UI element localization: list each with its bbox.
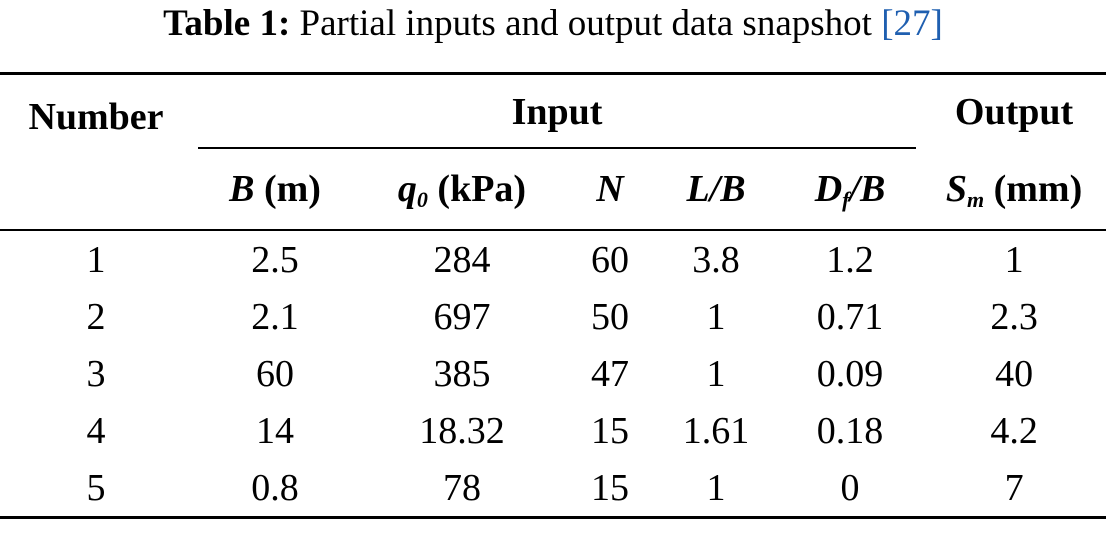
header-number: Number	[0, 72, 192, 231]
cell-sm: 7	[922, 459, 1106, 519]
table-caption: Table 1: Partial inputs and output data …	[0, 0, 1106, 66]
cell-sm: 2.3	[990, 295, 1038, 338]
header-col-q0: q0 (kPa)	[358, 149, 566, 231]
caption-text: Partial inputs and output data snapshot	[299, 3, 872, 44]
header-col-lb: L/B	[654, 149, 778, 231]
cell-q0: 18.32	[419, 409, 505, 452]
cell-dfb: 1.2	[826, 238, 874, 281]
cell-number: 5	[0, 459, 192, 519]
caption-label: Table 1:	[163, 3, 291, 44]
cell-q0: 284	[433, 238, 491, 281]
cell-lb: 1	[706, 352, 726, 395]
cell-b: 14	[256, 409, 294, 452]
cell-dfb: 0.18	[816, 409, 884, 452]
header-col-n: N	[566, 149, 654, 231]
cell-sm: 40	[995, 352, 1034, 395]
citation-link[interactable]: [27]	[881, 3, 943, 44]
cell-dfb: 0.71	[816, 295, 884, 338]
cell-b: 0.8	[192, 459, 358, 519]
cell-number: 2	[86, 295, 106, 338]
cell-lb: 1	[654, 459, 778, 519]
cell-b: 2.1	[251, 295, 299, 338]
header-row-columns: B (m) q0 (kPa) N L/B Df/B Sm (mm)	[0, 149, 1106, 231]
cell-number: 3	[86, 352, 106, 395]
cell-n: 50	[591, 295, 629, 338]
cell-q0: 385	[433, 352, 491, 395]
cell-number: 4	[86, 409, 106, 452]
header-input-group: Input	[192, 72, 923, 150]
cell-b: 60	[256, 352, 294, 395]
table-row: 2 2.1 697 50 1 0.71 2.3	[0, 288, 1106, 345]
header-col-dfb: Df/B	[778, 149, 923, 231]
data-table: Number Input Output B (m) q0 (kPa) N L/B…	[0, 72, 1106, 519]
header-col-b: B (m)	[192, 149, 358, 231]
cell-dfb: 0	[778, 459, 923, 519]
cell-dfb: 0.09	[816, 352, 884, 395]
header-output-group: Output	[922, 72, 1106, 149]
header-row-groups: Number Input Output	[0, 72, 1106, 231]
cell-n: 60	[591, 238, 629, 281]
cell-n: 47	[591, 352, 629, 395]
cell-b: 2.5	[251, 238, 299, 281]
cell-number: 1	[86, 238, 106, 281]
table-row: 1 2.5 284 60 3.8 1.2 1	[0, 230, 1106, 288]
cell-lb: 3.8	[692, 238, 740, 281]
table-row: 3 60 385 47 1 0.09 40	[0, 345, 1106, 402]
cell-sm: 4.2	[990, 409, 1038, 452]
header-col-sm: Sm (mm)	[922, 149, 1106, 231]
cell-lb: 1	[706, 295, 726, 338]
table-row: 4 14 18.32 15 1.61 0.18 4.2	[0, 402, 1106, 459]
cell-n: 15	[591, 409, 629, 452]
cell-lb: 1.61	[682, 409, 750, 452]
cell-q0: 78	[358, 459, 566, 519]
cell-q0: 697	[433, 295, 491, 338]
cell-sm: 1	[1004, 238, 1024, 281]
cell-n: 15	[566, 459, 654, 519]
table-row: 5 0.8 78 15 1 0 7	[0, 459, 1106, 519]
